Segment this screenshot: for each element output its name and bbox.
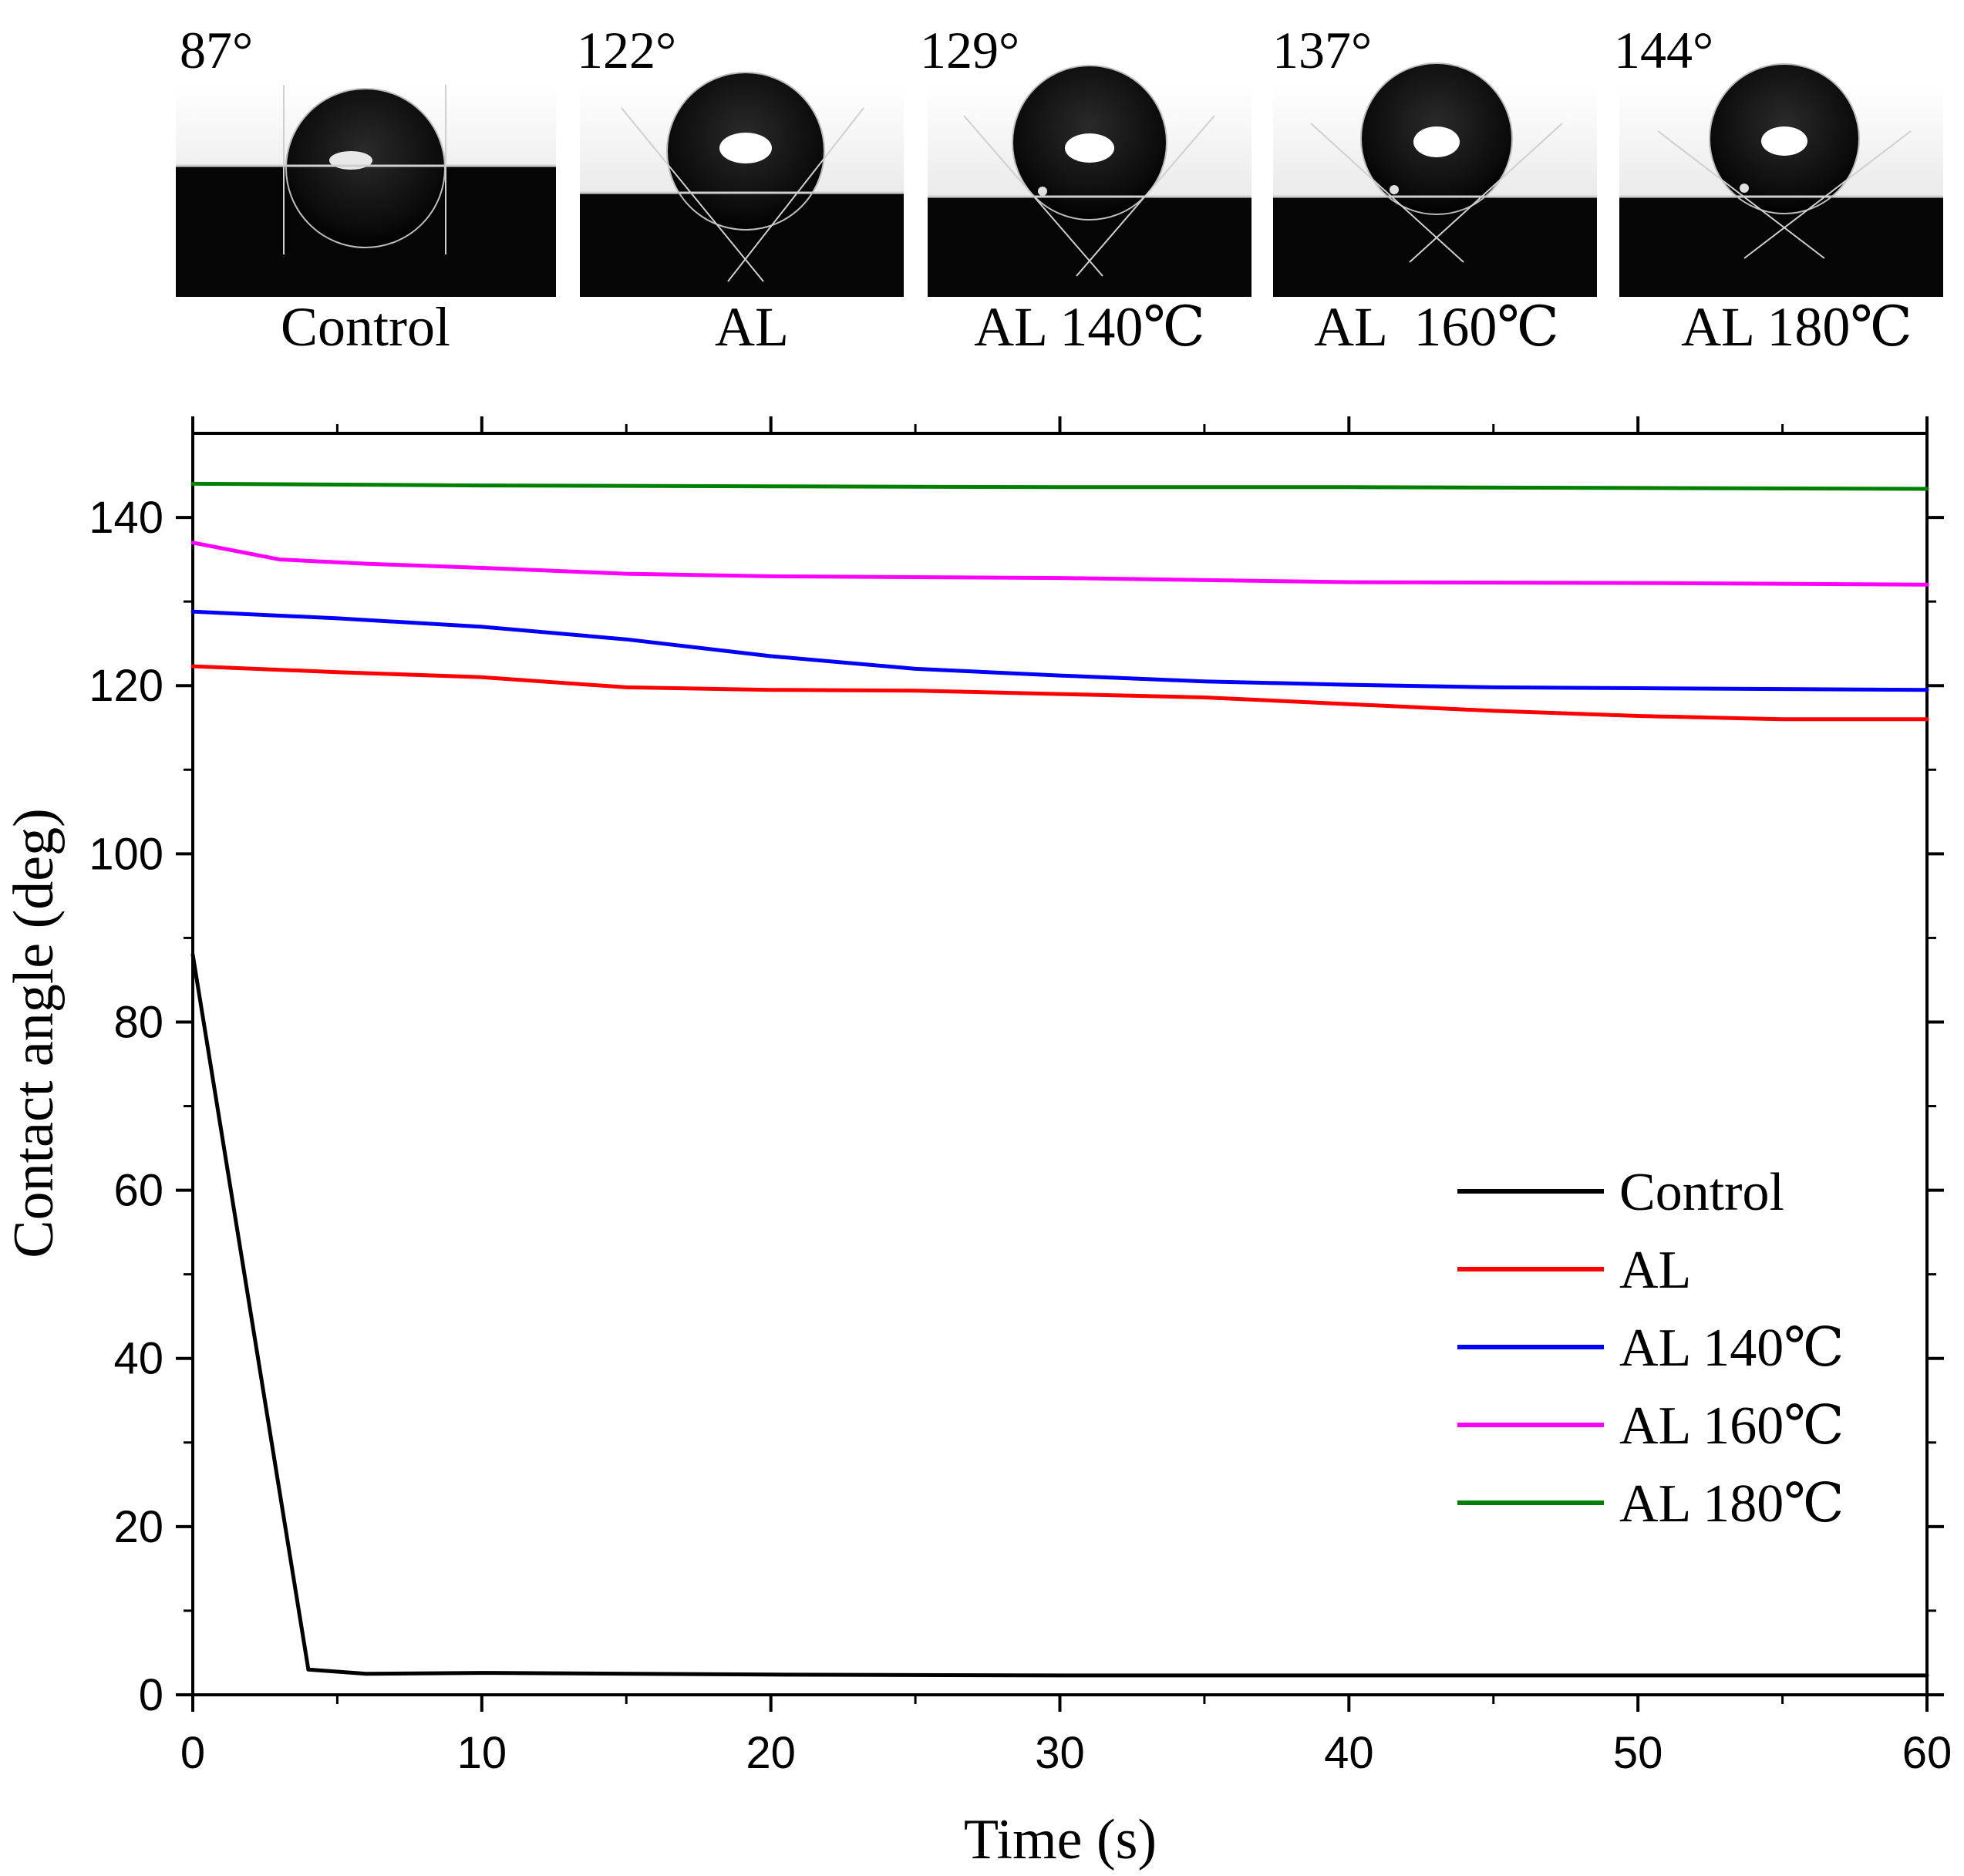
sample-label: AL [715, 296, 789, 358]
sample-label: AL 140℃ [974, 296, 1205, 358]
contact-angle-chart: 0 10 20 30 40 50 60 0 20 40 60 80 100 120 140 Time (s)… [2, 416, 1952, 1871]
axis-tick-labels: 0 10 20 30 40 50 60 0 20 40 60 80 100 120 140 [89, 493, 1952, 1778]
droplet-panel-al: 122° AL [577, 21, 904, 358]
data-series [190, 481, 1929, 1678]
series-line-0 [190, 952, 1929, 1678]
x-axis-label: Time (s) [964, 1808, 1157, 1871]
axis-ticks [176, 416, 1944, 1712]
legend-label: AL [1619, 1241, 1691, 1300]
contact-angle-value: 122° [577, 21, 676, 79]
droplet-panel-al-140: 129° AL 140℃ [920, 21, 1252, 358]
y-tick-label: 0 [139, 1670, 163, 1720]
droplet-panel-al-160: 137° AL 160℃ [1272, 21, 1597, 358]
x-tick-label: 50 [1613, 1728, 1663, 1778]
legend: Control AL AL 140℃ AL 160℃ AL 180℃ [1457, 1163, 1844, 1534]
series-line-3 [190, 541, 1929, 587]
y-tick-label: 20 [113, 1502, 163, 1552]
sample-label: Control [281, 296, 450, 358]
series-line-1 [190, 664, 1929, 722]
y-tick-label: 120 [89, 661, 163, 711]
droplet-panels: 87° Control 122° [176, 21, 1943, 358]
x-tick-label: 30 [1035, 1728, 1085, 1778]
y-tick-label: 40 [113, 1334, 163, 1384]
sessile-droplet-image [928, 65, 1252, 297]
x-tick-label: 60 [1902, 1728, 1952, 1778]
y-tick-label: 140 [89, 493, 163, 543]
x-tick-label: 10 [457, 1728, 507, 1778]
droplet-panel-al-180: 144° AL 180℃ [1614, 21, 1943, 358]
legend-label: AL 160℃ [1619, 1396, 1844, 1456]
droplet-panel-control: 87° Control [176, 21, 556, 358]
legend-label: AL 180℃ [1619, 1474, 1844, 1534]
y-tick-label: 80 [113, 997, 163, 1047]
contact-angle-value: 137° [1272, 21, 1372, 79]
x-tick-label: 40 [1324, 1728, 1374, 1778]
sample-label: AL 160℃ [1314, 296, 1559, 358]
series-line-4 [190, 481, 1929, 491]
sample-label: AL 180℃ [1681, 296, 1912, 358]
contact-angle-value: 129° [920, 21, 1019, 79]
y-tick-label: 60 [113, 1166, 163, 1216]
x-tick-label: 20 [746, 1728, 796, 1778]
sessile-droplet-image [1273, 62, 1597, 297]
legend-label: AL 140℃ [1619, 1319, 1844, 1378]
contact-angle-value: 87° [180, 21, 253, 79]
contact-angle-value: 144° [1614, 21, 1713, 79]
legend-label: Control [1619, 1163, 1784, 1222]
sessile-droplet-image [580, 72, 904, 297]
y-tick-label: 100 [89, 829, 163, 879]
y-axis-label: Contact angle (deg) [2, 808, 66, 1258]
sessile-droplet-image [176, 85, 556, 297]
x-tick-label: 0 [180, 1728, 205, 1778]
series-line-2 [190, 609, 1929, 692]
sessile-droplet-image [1619, 63, 1943, 297]
